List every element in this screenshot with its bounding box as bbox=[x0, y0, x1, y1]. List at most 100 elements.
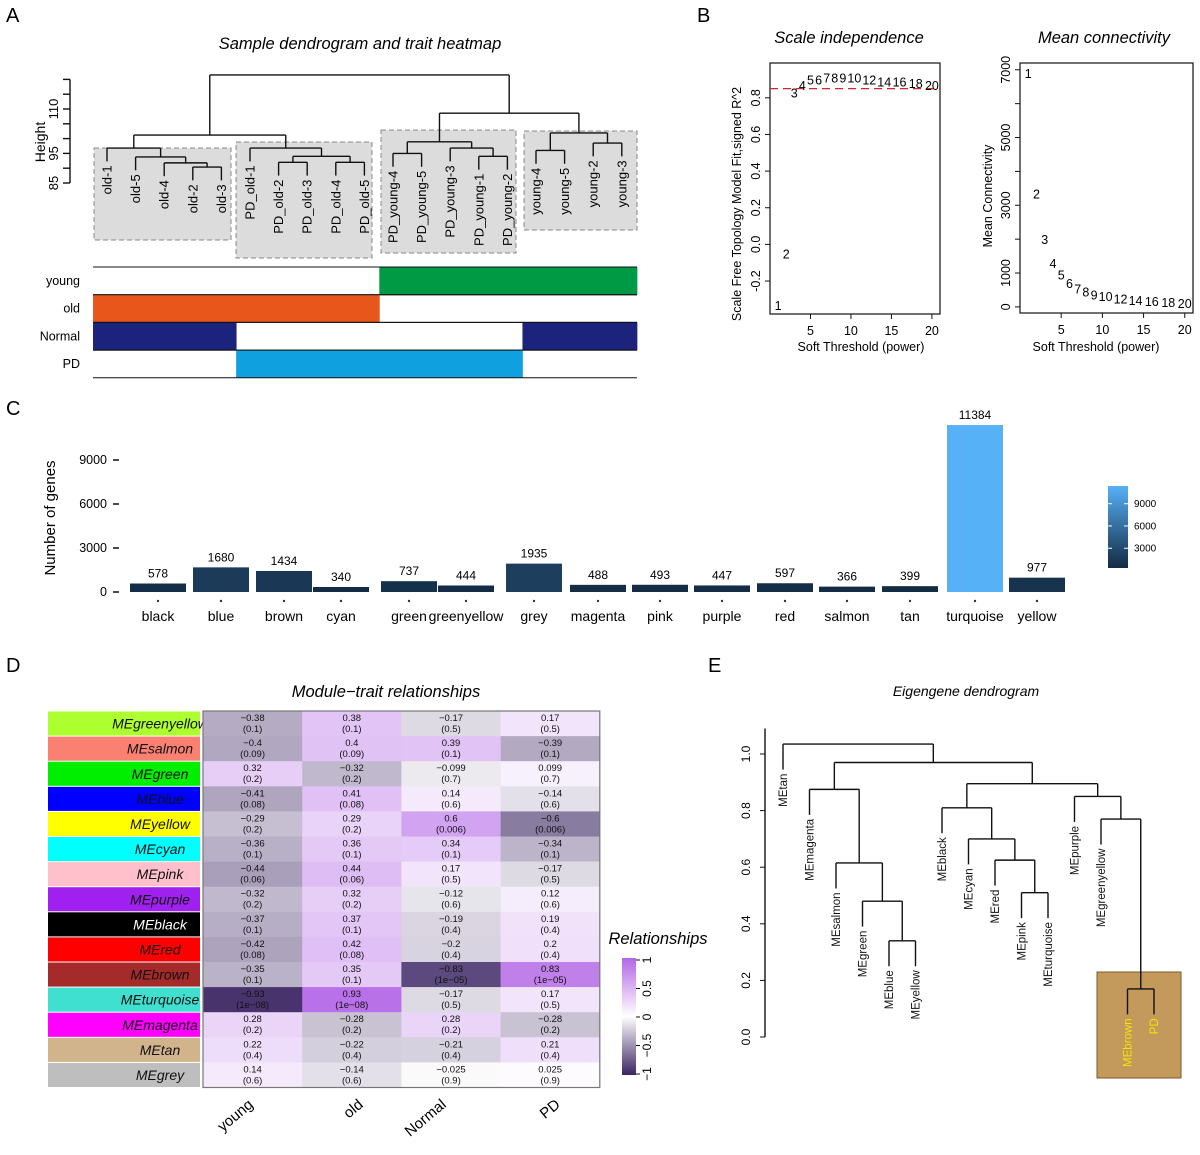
y-tick-label: 0 bbox=[999, 303, 1013, 310]
heatmap-cell bbox=[500, 962, 601, 988]
heatmap-cell bbox=[401, 1037, 501, 1063]
y-tick-label: 0.0 bbox=[749, 236, 763, 253]
cell-pvalue: (0.6) bbox=[342, 1075, 362, 1086]
sample-label: PD_old-4 bbox=[328, 180, 343, 234]
module-color-label bbox=[48, 962, 200, 987]
cell-pvalue: (0.2) bbox=[243, 900, 263, 911]
sample-group-box bbox=[93, 147, 232, 241]
bar-value-label: 1434 bbox=[271, 554, 298, 568]
cell-pvalue: (0.5) bbox=[441, 724, 461, 735]
panel-e-title: Eigengene dendrogram bbox=[893, 683, 1040, 699]
cell-correlation: −0.42 bbox=[241, 939, 265, 950]
x-tick bbox=[845, 599, 849, 603]
cell-pvalue: (0.4) bbox=[540, 925, 560, 936]
trait-cell bbox=[407, 350, 437, 378]
colorbar bbox=[1108, 486, 1128, 568]
cell-correlation: 0.36 bbox=[343, 839, 362, 850]
panel-b-right-xlabel: Soft Threshold (power) bbox=[1033, 340, 1160, 354]
trait-label: old bbox=[63, 302, 80, 316]
heatmap-cell bbox=[203, 1062, 303, 1088]
y-tick-label: 0.8 bbox=[739, 802, 753, 819]
panel-b-left-title: Scale independence bbox=[774, 29, 924, 47]
cell-correlation: −0.41 bbox=[241, 788, 265, 799]
cell-pvalue: (0.08) bbox=[240, 950, 265, 961]
x-tick-label: purple bbox=[703, 608, 742, 624]
y-tick-label: 1000 bbox=[999, 259, 1013, 287]
module-label: MEblack bbox=[133, 916, 188, 932]
module-label: MEblue bbox=[136, 791, 184, 807]
trait-cell bbox=[93, 322, 123, 351]
module-leaf-label: MEyellow bbox=[911, 970, 923, 1020]
module-color-label bbox=[48, 811, 200, 836]
sample-label: PD_young-3 bbox=[443, 165, 458, 237]
trait-cell bbox=[236, 350, 266, 378]
trait-cell bbox=[379, 350, 409, 378]
sample-label: old-4 bbox=[157, 180, 172, 209]
x-tick-label: 5 bbox=[807, 324, 814, 338]
cell-pvalue: (0.08) bbox=[339, 799, 364, 810]
bar-greenyellow bbox=[438, 585, 494, 592]
cell-correlation: 0.21 bbox=[541, 1039, 560, 1050]
heatmap-cell bbox=[302, 711, 402, 737]
panel-letter-b: B bbox=[697, 5, 710, 27]
x-tick bbox=[156, 599, 160, 603]
trait-cell bbox=[236, 294, 266, 323]
data-point-label: 16 bbox=[1145, 295, 1159, 309]
data-point-label: 3 bbox=[791, 86, 798, 100]
cell-pvalue: (0.4) bbox=[342, 1050, 362, 1061]
heatmap-cell bbox=[500, 1062, 601, 1088]
heatmap-cell bbox=[500, 1012, 601, 1038]
trait-label: young bbox=[46, 274, 80, 288]
trait-cell bbox=[579, 267, 609, 295]
cell-correlation: −0.36 bbox=[241, 839, 265, 850]
heatmap-cell bbox=[401, 811, 501, 837]
heatmap-cell bbox=[203, 911, 303, 938]
heatmap-cell bbox=[302, 861, 402, 887]
data-point-label: 18 bbox=[909, 77, 923, 91]
cell-pvalue: (0.6) bbox=[540, 900, 560, 911]
sample-label: PD_young-2 bbox=[500, 174, 515, 246]
heatmap-cell bbox=[302, 761, 402, 787]
cell-pvalue: (0.09) bbox=[339, 749, 364, 760]
module-leaf-label: MEsalmon bbox=[831, 892, 843, 946]
y-tick-label: 0.4 bbox=[749, 162, 763, 179]
panel-letter-d: D bbox=[6, 655, 20, 677]
module-label: MEsalmon bbox=[127, 741, 193, 757]
heatmap-cell bbox=[401, 1012, 501, 1038]
cell-correlation: −0.17 bbox=[439, 713, 463, 724]
trait-cell bbox=[493, 267, 523, 295]
module-leaf-label: MEpurple bbox=[1070, 826, 1082, 875]
trait-cell bbox=[178, 294, 208, 323]
trait-cell bbox=[293, 294, 323, 323]
cell-pvalue: (0.6) bbox=[243, 1075, 263, 1086]
cell-pvalue: (0.1) bbox=[342, 975, 362, 986]
bar-red bbox=[757, 583, 813, 592]
sample-group-box bbox=[523, 130, 638, 231]
trait-cell bbox=[522, 267, 552, 295]
bar-value-label: 597 bbox=[775, 566, 795, 580]
data-point-label: 9 bbox=[839, 72, 846, 86]
x-tick-label: 15 bbox=[1137, 323, 1151, 337]
heatmap-cell bbox=[203, 761, 303, 787]
heatmap-cell bbox=[401, 861, 501, 887]
heatmap-cell bbox=[500, 1037, 601, 1063]
module-label: MEcyan bbox=[135, 841, 186, 857]
y-tick-label: 3000 bbox=[999, 191, 1013, 219]
heatmap-cell bbox=[203, 962, 303, 988]
trait-cell bbox=[350, 294, 380, 323]
module-label: MEgreen bbox=[132, 766, 189, 782]
module-color-label bbox=[48, 887, 200, 912]
cell-correlation: 0.22 bbox=[243, 1039, 262, 1050]
cell-correlation: −0.32 bbox=[241, 889, 265, 900]
cell-correlation: 0.6 bbox=[444, 813, 457, 824]
module-leaf-label: MEblack bbox=[937, 837, 949, 881]
module-leaf-label: MEturquoise bbox=[1043, 922, 1055, 987]
y-tick-label: 95 bbox=[46, 146, 61, 160]
cell-pvalue: (0.6) bbox=[441, 799, 461, 810]
x-tick-label: 10 bbox=[1095, 323, 1109, 337]
cell-correlation: −0.099 bbox=[436, 763, 465, 774]
module-label: MEbrown bbox=[130, 967, 189, 983]
cell-pvalue: (0.2) bbox=[441, 1025, 461, 1036]
